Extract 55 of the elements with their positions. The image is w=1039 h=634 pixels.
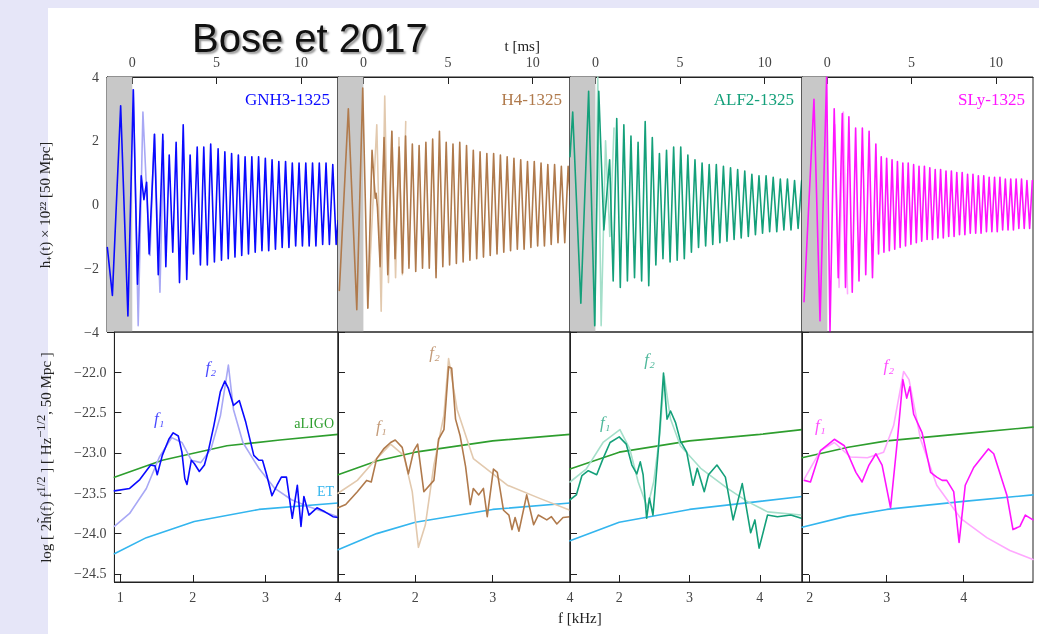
- text: H4-1325: [501, 90, 563, 109]
- annotation: f₁: [375, 416, 387, 436]
- text: GNH3-1325: [245, 90, 331, 109]
- x-tick-label: 5: [676, 54, 684, 70]
- text: SLy-1325: [957, 90, 1025, 109]
- annotation: f₂: [883, 356, 895, 376]
- y-tick-label: −4: [84, 324, 99, 340]
- y-tick-label: −2: [84, 260, 99, 276]
- y-tick-label: −22.0: [73, 364, 107, 380]
- x-tick-label: 2: [411, 589, 419, 605]
- series-label: aLIGO: [294, 415, 334, 431]
- x-tick-label: 4: [756, 589, 764, 605]
- x-tick-label: 0: [823, 54, 831, 70]
- y-tick-label: −22.5: [73, 405, 107, 421]
- x-tick-label: 0: [591, 54, 599, 70]
- y-tick-label: 2: [92, 133, 99, 149]
- x-tick-label: 5: [908, 54, 916, 70]
- x-tick-label: 3: [686, 589, 694, 605]
- x-tick-label: 10: [293, 54, 308, 70]
- y-tick-label: 0: [92, 197, 99, 212]
- x-tick-label: 3: [883, 589, 891, 605]
- y-axis-title: h₊(t) × 10²² [50 Mpc]: [35, 141, 54, 268]
- annotation: f₂: [205, 357, 217, 377]
- x-tick-label: 10: [988, 54, 1003, 70]
- line-series: [106, 88, 339, 317]
- annotation: f₁: [599, 413, 611, 433]
- annotation: f₁: [153, 409, 165, 429]
- x-tick-label: 10: [757, 54, 772, 70]
- y-tick-label: −24.0: [73, 526, 107, 542]
- y-tick-label: 4: [92, 69, 99, 85]
- x-tick-label: 2: [806, 589, 814, 605]
- x-tick-label: 4: [566, 589, 574, 605]
- x-tick-label: 4: [960, 589, 968, 605]
- x-tick-label: 2: [615, 589, 623, 605]
- x-tick-label: 2: [189, 589, 197, 605]
- y-tick-label: −24.5: [73, 566, 107, 582]
- x-tick-label: 5: [444, 54, 452, 70]
- annotation: f₁: [815, 415, 826, 435]
- x-tick-label: 0: [359, 54, 367, 70]
- annotation: f₂: [644, 349, 655, 369]
- x-tick-label: 0: [128, 54, 136, 70]
- x-tick-label: 4: [334, 589, 342, 605]
- y-tick-label: −23.5: [73, 485, 107, 501]
- text: ALF2-1325: [713, 90, 794, 109]
- x-tick-label: 3: [261, 589, 269, 605]
- y-tick-label: −23.0: [73, 445, 107, 461]
- x-axis-title: f [kHz]: [558, 609, 602, 627]
- x-tick-label: 10: [525, 54, 540, 70]
- series-label: ET: [316, 484, 335, 500]
- line-series: [113, 433, 339, 478]
- line-series: [113, 502, 339, 555]
- x-tick-label: 3: [489, 589, 497, 605]
- x-axis-title: t [ms]: [504, 37, 540, 55]
- annotation: f₂: [429, 343, 440, 363]
- x-tick-label: 1: [116, 589, 124, 605]
